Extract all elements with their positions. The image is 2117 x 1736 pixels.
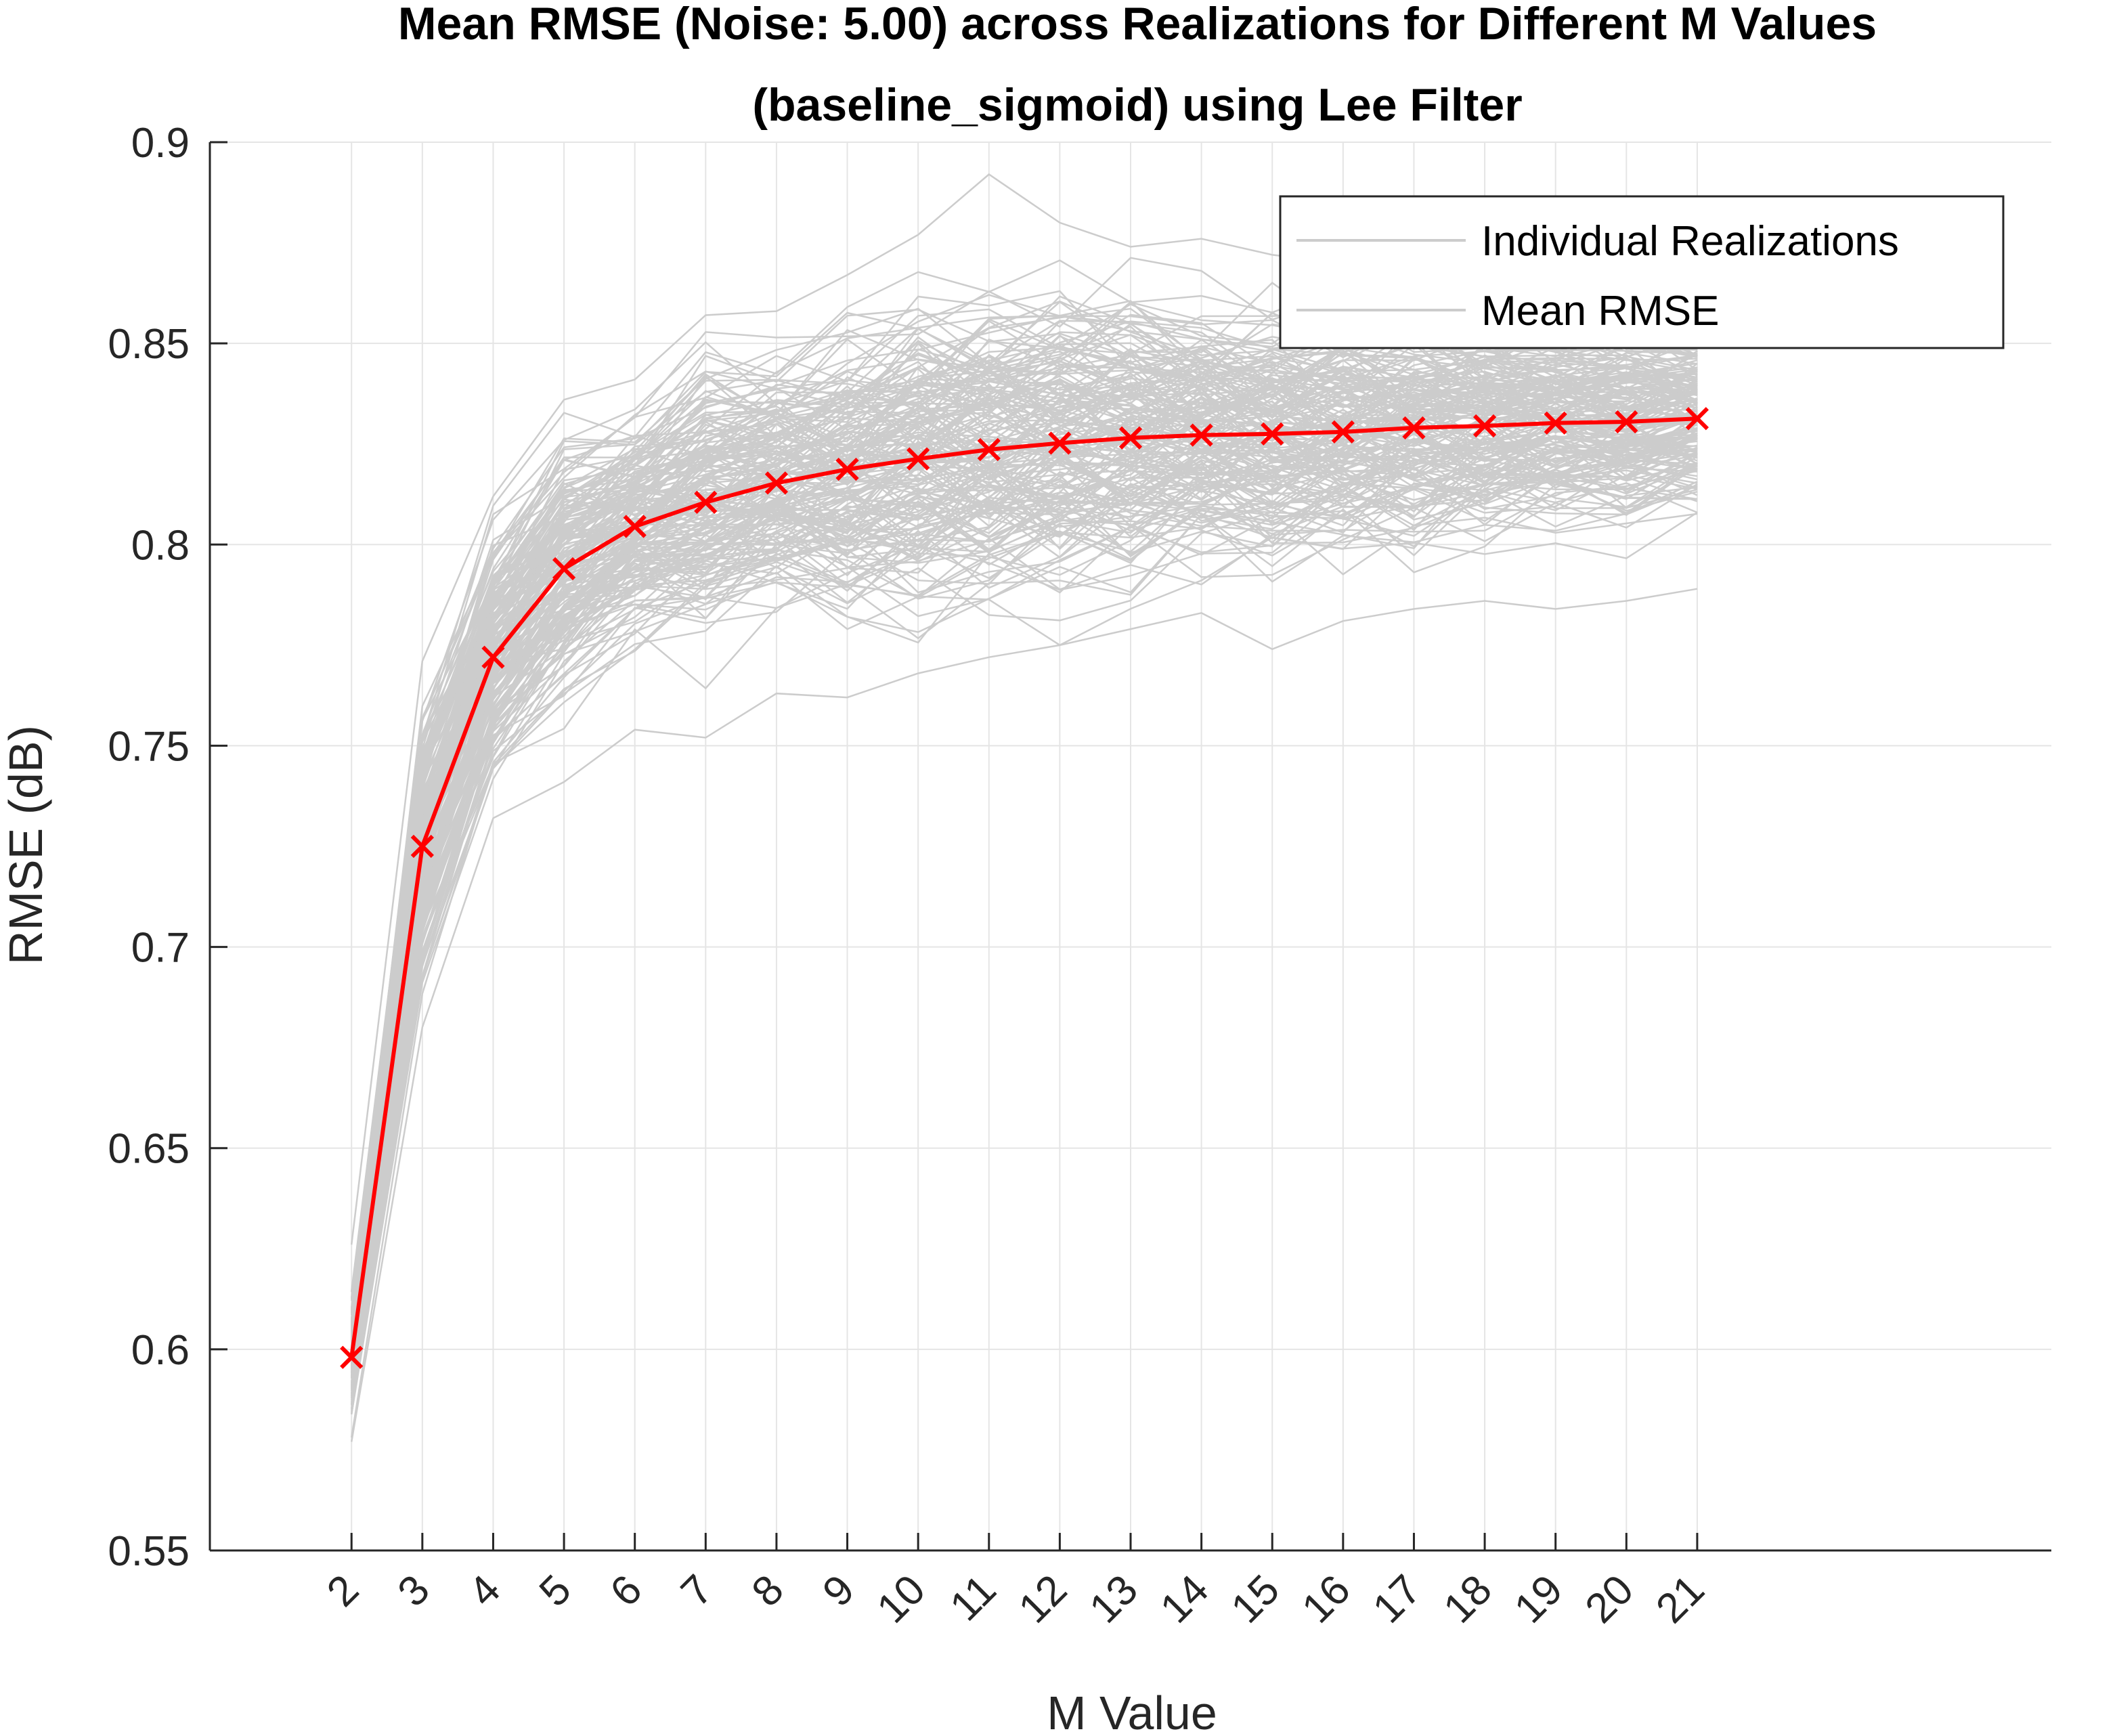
- mean-rmse-marker-stroke: [1048, 431, 1072, 455]
- realization-line: [350, 406, 1698, 1349]
- mean-rmse-point: [1685, 407, 1709, 431]
- mean-rmse-marker-stroke: [1190, 423, 1213, 447]
- mean-rmse-marker-stroke: [1544, 411, 1567, 435]
- y-tick-label: 0.8: [131, 522, 190, 569]
- mean-rmse-point: [1615, 410, 1638, 434]
- mean-rmse-point: [340, 1345, 364, 1369]
- realization-line: [350, 327, 1698, 1330]
- realization-line: [350, 380, 1698, 1363]
- realization-line: [350, 426, 1698, 1395]
- realization-line: [350, 383, 1697, 1337]
- y-tick-label: 0.7: [131, 925, 190, 972]
- mean-rmse-point: [977, 437, 1001, 462]
- realization-line: [350, 406, 1698, 1377]
- realization-line: [350, 437, 1698, 1389]
- mean-rmse-series: [340, 407, 1709, 1369]
- y-tick-labels: 0.55 0.6 0.65 0.7 0.75 0.8 0.85 0.9: [108, 120, 190, 1575]
- mean-rmse-marker-stroke: [1685, 407, 1709, 431]
- realization-line: [350, 457, 1698, 1399]
- mean-rmse-marker-stroke: [907, 447, 930, 471]
- realization-line: [350, 343, 1698, 1326]
- mean-rmse-point: [1261, 422, 1284, 446]
- chart-subtitle: (baseline_sigmoid) using Lee Filter: [752, 79, 1522, 131]
- realization-line: [350, 371, 1698, 1328]
- realization-line: [350, 473, 1698, 1389]
- mean-rmse-point: [410, 834, 434, 859]
- axes: [209, 141, 2051, 1552]
- y-tick-label: 0.55: [108, 1528, 190, 1575]
- realization-line: [350, 380, 1698, 1343]
- legend-box: [1279, 195, 2005, 349]
- mean-rmse-line: [349, 416, 1698, 1358]
- realization-line: [350, 511, 1698, 1438]
- mean-rmse-marker-stroke: [764, 471, 789, 495]
- mean-rmse-marker-stroke: [552, 557, 576, 581]
- x-axis-label: M Value: [1047, 1687, 1217, 1736]
- realization-line: [350, 393, 1698, 1343]
- y-tick-label: 0.65: [108, 1126, 190, 1173]
- realization-line: [350, 511, 1698, 1415]
- realization-line: [350, 307, 1698, 1299]
- realization-line: [350, 325, 1697, 1328]
- y-tick-label: 0.85: [108, 321, 190, 368]
- mean-rmse-marker-stroke: [340, 1345, 364, 1369]
- realization-line: [350, 439, 1697, 1368]
- mean-rmse-point: [1118, 426, 1143, 450]
- legend: Individual Realizations Mean RMSE: [1279, 195, 2005, 349]
- realization-line: [350, 354, 1698, 1343]
- y-tick-label: 0.75: [108, 723, 190, 770]
- realization-line: [350, 431, 1698, 1379]
- mean-rmse-point: [552, 557, 576, 581]
- legend-item-realizations: Individual Realizations: [1481, 218, 1899, 265]
- realization-line: [350, 359, 1697, 1341]
- realization-line: [350, 474, 1698, 1411]
- mean-rmse-marker-stroke: [1402, 416, 1426, 440]
- realization-line: [350, 383, 1698, 1338]
- mean-rmse-point: [1331, 420, 1355, 444]
- chart-title: Mean RMSE (Noise: 5.00) across Realizati…: [398, 0, 1877, 49]
- mean-rmse-point: [835, 458, 859, 481]
- realization-line: [350, 448, 1698, 1363]
- realization-line: [350, 464, 1698, 1394]
- mean-rmse-point: [1048, 431, 1072, 455]
- realization-line: [350, 401, 1698, 1368]
- mean-rmse-point: [907, 447, 930, 471]
- realization-line: [350, 446, 1698, 1384]
- y-axis-label: RMSE (dB): [0, 725, 52, 965]
- mean-rmse-marker-stroke: [481, 645, 505, 669]
- realization-line: [350, 470, 1698, 1414]
- mean-rmse-marker-stroke: [410, 834, 434, 859]
- legend-item-mean: Mean RMSE: [1481, 288, 1719, 334]
- realization-line: [350, 326, 1698, 1321]
- mean-rmse-point: [1544, 411, 1567, 435]
- mean-rmse-marker-stroke: [1615, 410, 1638, 434]
- mean-rmse-point: [1402, 416, 1426, 440]
- realization-line: [350, 436, 1698, 1390]
- mean-rmse-marker-stroke: [694, 490, 718, 515]
- mean-rmse-marker-stroke: [977, 437, 1001, 462]
- mean-rmse-point: [694, 490, 718, 515]
- mean-rmse-marker-stroke: [1118, 426, 1143, 450]
- y-tick-label: 0.9: [131, 120, 190, 167]
- mean-rmse-marker-stroke: [623, 515, 647, 538]
- mean-rmse-marker-stroke: [1472, 414, 1497, 438]
- mean-rmse-marker-stroke: [1331, 420, 1355, 444]
- mean-rmse-point: [481, 645, 505, 669]
- mean-rmse-point: [1472, 414, 1497, 438]
- mean-rmse-point: [623, 515, 647, 538]
- mean-rmse-point: [1190, 423, 1213, 447]
- realization-line: [350, 481, 1698, 1406]
- realization-line-min: [350, 588, 1698, 1442]
- realization-line: [350, 377, 1698, 1362]
- mean-rmse-marker-stroke: [1261, 422, 1284, 446]
- mean-rmse-marker-stroke: [835, 458, 859, 481]
- mean-rmse-point: [764, 471, 789, 495]
- y-tick-label: 0.6: [131, 1327, 190, 1374]
- realization-line: [350, 307, 1697, 1326]
- realization-line: [350, 366, 1698, 1345]
